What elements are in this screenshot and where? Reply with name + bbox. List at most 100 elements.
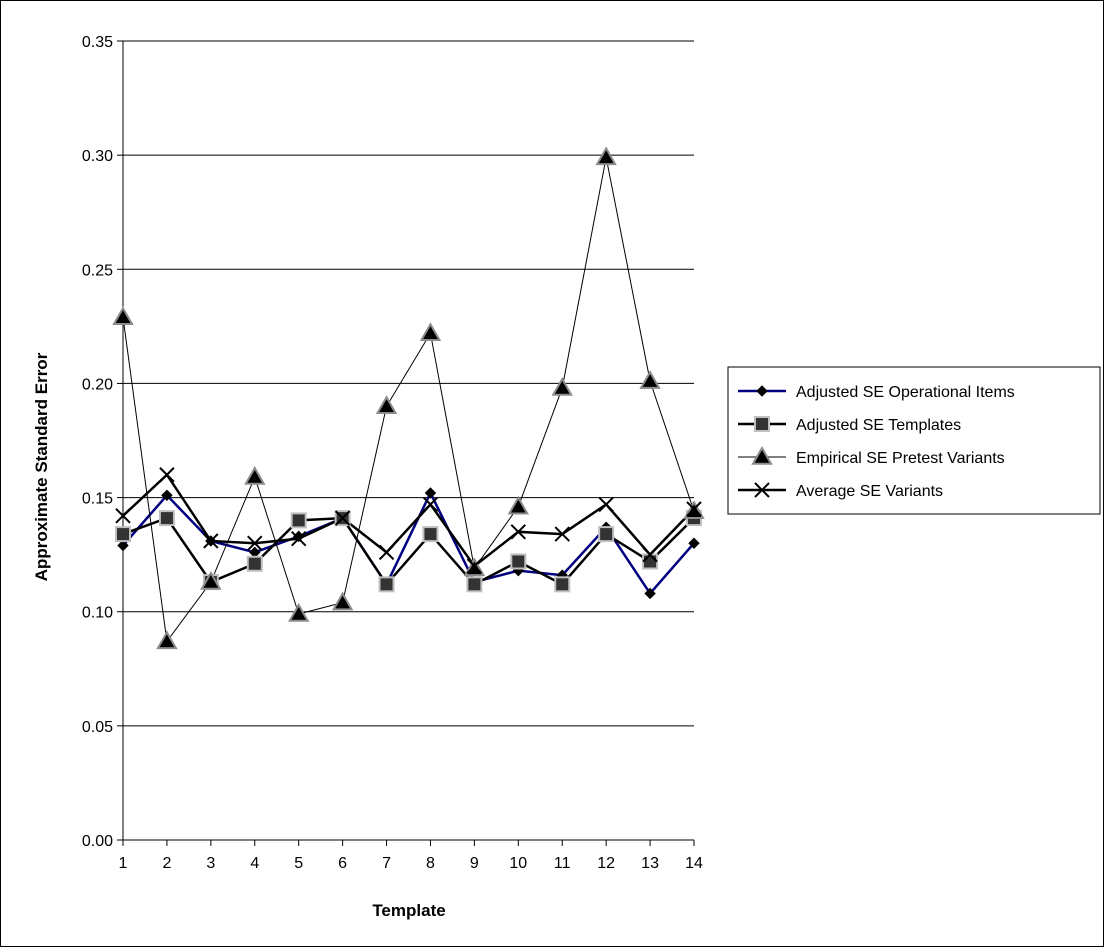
legend-marker-1 [754,416,770,432]
series-3-point-11-stroke-b [598,496,614,513]
series-1-point-6 [378,576,395,593]
series-2-point-10 [551,376,573,396]
legend-marker-0 [756,385,768,397]
legend-marker-3 [754,482,770,498]
series-1-point-12 [642,553,659,570]
legend-item-3: Average SE Variants [738,482,943,500]
series-3-point-3 [247,535,263,551]
series-3-point-10-stroke-b [554,526,570,542]
series-0-point-0 [117,539,129,552]
x-tick-label-9: 10 [509,855,527,872]
series-1-point-7 [422,526,439,543]
series-3-point-10 [554,526,570,542]
y-tick-label-7: 0.35 [82,34,113,51]
series-3-point-12-stroke-b [642,546,658,563]
series-2-point-0 [112,306,134,325]
y-tick-label-2: 0.10 [82,605,113,622]
y-tick-label-5: 0.25 [82,262,113,279]
series-3-point-4 [290,530,307,547]
legend-marker-2 [751,445,773,465]
series-markers [112,146,705,650]
series-0-point-1 [161,489,173,501]
series-2-point-9 [507,495,530,515]
legend-label-0: Adjusted SE Operational Items [796,384,1015,401]
y-tick-label-3: 0.15 [82,491,113,508]
x-tick-label-2: 3 [206,855,215,872]
x-tick-label-0: 1 [119,855,128,872]
gridlines [123,40,694,727]
series-2-point-5 [331,591,354,611]
series-3-point-0 [115,508,131,524]
x-axis-label: Template [372,901,445,920]
series-1-point-11 [598,526,615,543]
series-1-point-3 [246,555,263,572]
series-0-point-13 [688,537,700,549]
y-tick-label-1: 0.05 [82,719,113,736]
legend: Adjusted SE Operational Items Adjusted SE… [727,366,1101,515]
series-2-point-11 [595,146,617,166]
series-3-point-1-stroke-b [159,467,175,483]
series-2-point-6 [375,395,398,415]
x-tick-label-6: 7 [382,855,391,872]
series-line-2 [122,157,695,643]
x-tick-label-10: 11 [554,855,571,872]
series-3-point-0-stroke-b [115,508,131,524]
y-tick-label-6: 0.30 [82,148,113,165]
x-tick-label-4: 5 [294,855,303,872]
series-1-point-8 [466,576,483,593]
series-1-point-0 [115,526,131,543]
legend-label-1: Adjusted SE Templates [796,417,961,434]
series-3-point-6 [378,544,395,561]
legend-marker-3-stroke-b [754,482,770,498]
series-3-point-5-stroke-b [334,510,351,526]
legend-label-3: Average SE Variants [796,483,943,500]
series-2-point-3 [244,466,266,485]
series-3-point-7-stroke-b [422,496,439,513]
series-1-point-10 [554,576,571,593]
y-tick-label-4: 0.20 [82,376,113,393]
series-3-point-2-stroke-b [203,533,219,549]
series-2-point-12 [639,370,661,389]
series-3-point-13 [686,501,702,517]
series-3-point-12 [642,546,658,563]
series-1-point-1 [158,510,175,527]
legend-box [727,366,1101,515]
series-3-point-4-stroke-b [290,530,307,547]
x-tick-label-7: 8 [426,855,435,872]
series-2-point-2 [200,571,222,590]
y-tick-label-0: 0.00 [82,833,113,850]
series-3-point-6-stroke-b [378,544,395,561]
series-1-point-9 [510,553,527,570]
series-3-point-9 [510,524,527,540]
x-tick-label-13: 14 [685,855,703,872]
series-3-point-3-stroke-b [247,535,263,551]
x-tick-label-11: 12 [597,855,615,872]
series-3-point-5 [334,510,351,526]
series-2-point-1 [156,630,178,650]
legend-item-0: Adjusted SE Operational Items [738,384,1015,401]
legend-label-2: Empirical SE Pretest Variants [796,450,1005,467]
x-tick-labels: 1 2 3 4 5 6 7 8 9 10 11 12 13 14 [119,855,703,872]
legend-item-2: Empirical SE Pretest Variants [738,445,1005,467]
series-1-point-4 [290,512,307,529]
x-tick-label-1: 2 [162,855,171,872]
series-2-point-4 [287,602,310,622]
series-lines [122,157,695,643]
series-0-point-7 [424,487,437,499]
series-3-point-2 [203,533,219,549]
x-tick-label-3: 4 [250,855,259,872]
series-3-point-7 [422,496,439,513]
series-3-point-1 [159,467,175,483]
x-tick-label-5: 6 [338,855,347,872]
series-3-point-8-stroke-b [466,558,483,574]
y-tick-labels: 0.00 0.05 0.10 0.15 0.20 0.25 0.30 0.35 [82,34,113,850]
series-3-point-8 [466,558,483,574]
axes [117,40,695,846]
series-0-point-12 [644,587,656,600]
x-tick-label-12: 13 [641,855,659,872]
legend-item-1: Adjusted SE Templates [738,416,961,434]
y-axis-label: Approximate Standard Error [32,352,51,581]
series-2-point-7 [419,322,442,341]
series-3-point-13-stroke-b [686,501,702,517]
